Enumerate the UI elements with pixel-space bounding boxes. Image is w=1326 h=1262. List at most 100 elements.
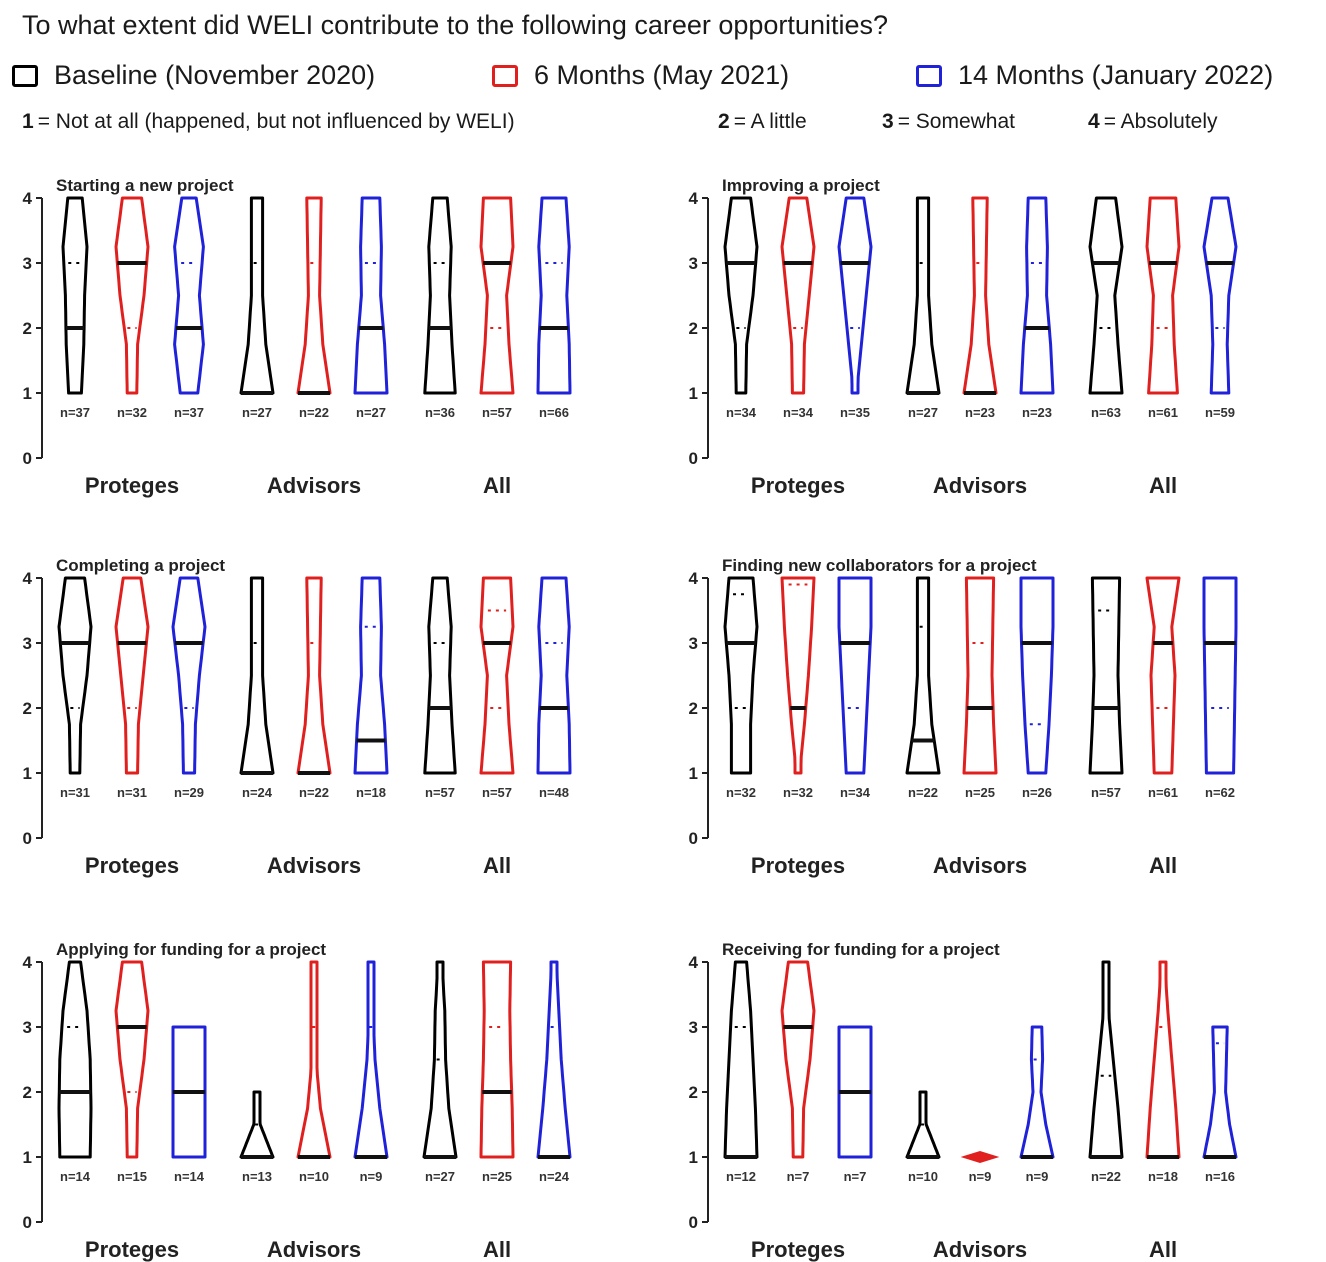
y-tick-label: 1 xyxy=(689,384,698,403)
chart-title: Improving a project xyxy=(722,176,880,195)
y-tick-label: 1 xyxy=(23,1148,32,1167)
n-label: n=25 xyxy=(965,785,995,800)
violin xyxy=(960,1150,1000,1164)
violin xyxy=(114,960,150,1159)
violin xyxy=(837,576,873,775)
violin xyxy=(1202,1025,1238,1159)
n-label: n=32 xyxy=(783,785,813,800)
y-tick-label: 0 xyxy=(23,1213,32,1232)
violin xyxy=(479,960,515,1159)
y-tick-label: 4 xyxy=(689,953,699,972)
violin xyxy=(479,576,515,775)
violin xyxy=(239,1090,275,1159)
violin xyxy=(723,576,759,775)
violin xyxy=(837,1025,873,1159)
group-label: Proteges xyxy=(85,1237,179,1262)
n-label: n=7 xyxy=(844,1169,867,1184)
y-tick-label: 3 xyxy=(689,634,698,653)
n-label: n=61 xyxy=(1148,405,1178,420)
n-label: n=61 xyxy=(1148,785,1178,800)
legend-label-baseline: Baseline (November 2020) xyxy=(54,60,376,90)
group-label: Proteges xyxy=(85,473,179,498)
y-tick-label: 3 xyxy=(689,1018,698,1037)
violin xyxy=(1088,576,1124,775)
legend-item-6-months: 6 Months (May 2021) xyxy=(492,60,789,91)
legend-item-baseline: Baseline (November 2020) xyxy=(12,60,375,91)
n-label: n=31 xyxy=(117,785,147,800)
n-label: n=9 xyxy=(969,1169,992,1184)
y-tick-label: 1 xyxy=(23,384,32,403)
violin xyxy=(536,196,572,395)
group-label: Advisors xyxy=(933,853,1027,878)
y-tick-label: 1 xyxy=(23,764,32,783)
n-label: n=57 xyxy=(482,405,512,420)
scale-item-1: 1 = Not at all (happened, but not influen… xyxy=(22,110,515,134)
violin xyxy=(114,576,150,775)
n-label: n=48 xyxy=(539,785,569,800)
n-label: n=23 xyxy=(965,405,995,420)
violin xyxy=(171,1025,207,1159)
legend-label-14-months: 14 Months (January 2022) xyxy=(958,60,1274,90)
n-label: n=10 xyxy=(908,1169,938,1184)
violin xyxy=(353,196,389,395)
scale-text-2: = A little xyxy=(733,110,807,133)
y-tick-label: 2 xyxy=(23,699,32,718)
n-label: n=31 xyxy=(60,785,90,800)
scale-text-3: = Somewhat xyxy=(897,110,1016,133)
legend-swatch-baseline xyxy=(12,64,38,87)
scale-text-4: = Absolutely xyxy=(1103,110,1218,133)
y-tick-label: 1 xyxy=(689,764,698,783)
violin xyxy=(837,196,873,395)
group-label: Advisors xyxy=(267,1237,361,1262)
y-tick-label: 2 xyxy=(689,319,698,338)
n-label: n=18 xyxy=(356,785,386,800)
n-label: n=34 xyxy=(726,405,757,420)
n-label: n=27 xyxy=(242,405,272,420)
violin xyxy=(1145,196,1181,395)
violin xyxy=(536,960,572,1159)
group-label: Advisors xyxy=(267,853,361,878)
y-tick-label: 4 xyxy=(689,569,699,588)
violin xyxy=(723,960,759,1159)
violin xyxy=(1202,576,1238,775)
group-label: All xyxy=(483,1237,511,1262)
y-tick-label: 1 xyxy=(689,1148,698,1167)
violin xyxy=(1145,576,1181,775)
violin xyxy=(479,196,515,395)
violin xyxy=(57,960,93,1159)
chart-title: Receiving for funding for a project xyxy=(722,940,1000,959)
n-label: n=63 xyxy=(1091,405,1121,420)
group-label: Proteges xyxy=(751,1237,845,1262)
violin xyxy=(296,196,332,395)
group-label: All xyxy=(1149,1237,1177,1262)
chart-title: Applying for funding for a project xyxy=(56,940,326,959)
n-label: n=7 xyxy=(787,1169,810,1184)
n-label: n=57 xyxy=(1091,785,1121,800)
group-label: Advisors xyxy=(933,473,1027,498)
chart-panel: Applying for funding for a project 0 1 2 3 4 P… xyxy=(23,940,572,1262)
scale-item-4: 4 = Absolutely xyxy=(1088,110,1218,134)
scale-value-3: 3 xyxy=(882,110,894,133)
n-label: n=32 xyxy=(726,785,756,800)
violin xyxy=(1019,196,1055,395)
group-label: Advisors xyxy=(933,1237,1027,1262)
n-label: n=14 xyxy=(174,1169,205,1184)
n-label: n=36 xyxy=(425,405,455,420)
violin xyxy=(780,960,816,1159)
n-label: n=24 xyxy=(539,1169,570,1184)
chart-panel: Improving a project 0 1 2 3 4 Proteges Advisors… xyxy=(689,176,1238,498)
y-tick-label: 3 xyxy=(23,254,32,273)
chart-panel: Receiving for funding for a project 0 1 2 3 4… xyxy=(689,940,1238,1262)
violin xyxy=(905,196,941,395)
n-label: n=26 xyxy=(1022,785,1052,800)
scale-key: 1 = Not at all (happened, but not influen… xyxy=(22,110,1312,140)
y-tick-label: 4 xyxy=(23,953,33,972)
y-tick-label: 0 xyxy=(23,829,32,848)
y-tick-label: 4 xyxy=(689,189,699,208)
n-label: n=22 xyxy=(299,405,329,420)
violin xyxy=(1088,196,1124,395)
n-label: n=22 xyxy=(299,785,329,800)
n-label: n=35 xyxy=(840,405,870,420)
y-tick-label: 0 xyxy=(23,449,32,468)
